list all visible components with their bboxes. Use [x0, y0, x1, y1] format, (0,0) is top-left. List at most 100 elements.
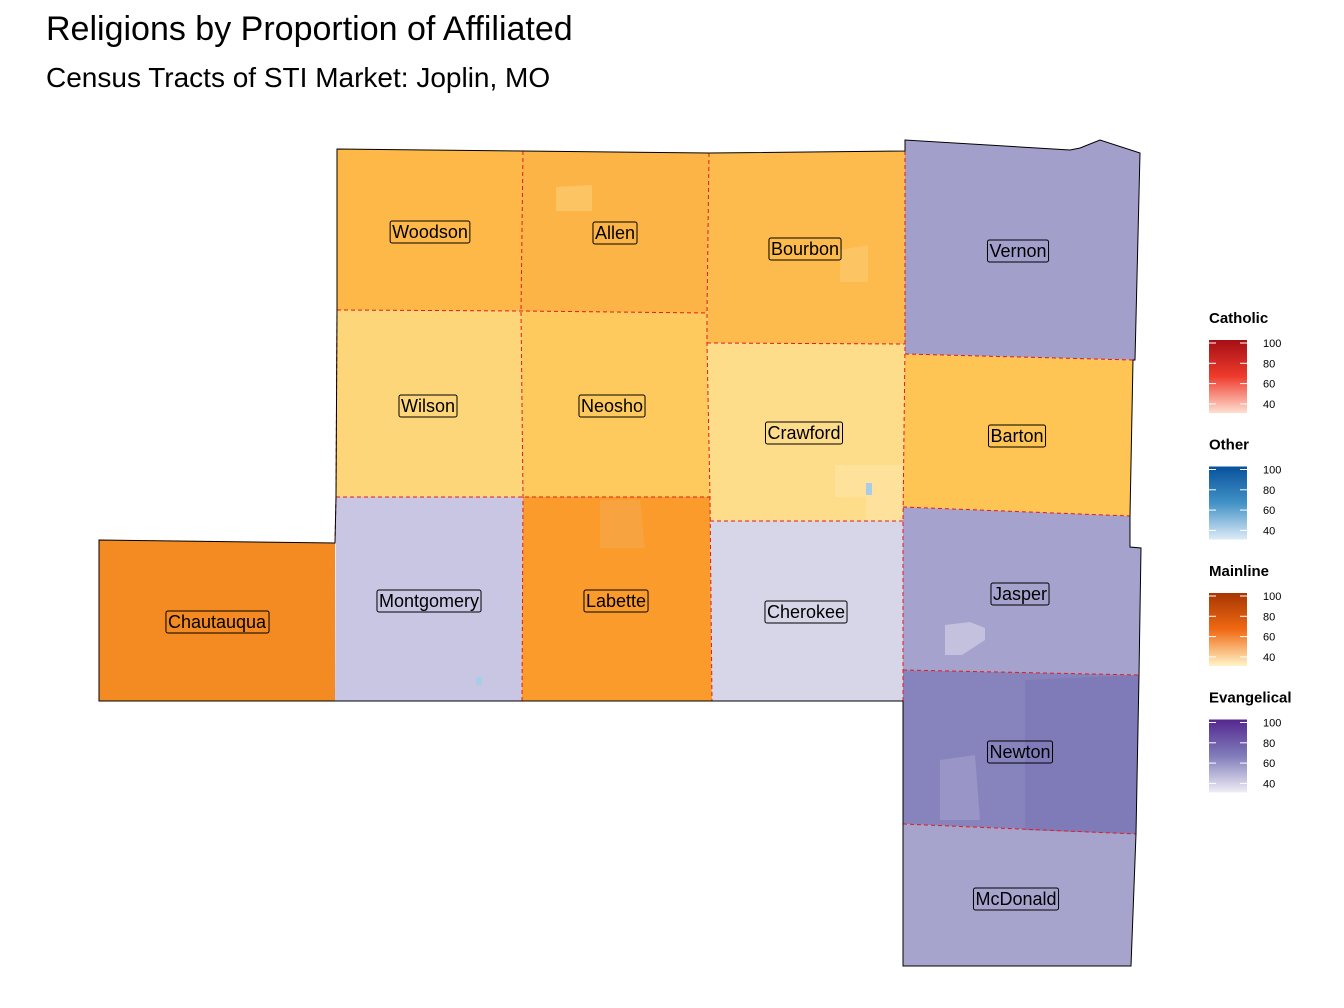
county-woodson[interactable] — [337, 149, 523, 311]
county-label-newton: Newton — [986, 740, 1054, 764]
county-label-text: Cherokee — [767, 602, 845, 622]
county-labette[interactable] — [522, 497, 712, 701]
tract-patch — [866, 483, 872, 495]
legend-tick-label: 60 — [1263, 379, 1275, 391]
county-label-box — [376, 589, 482, 613]
county-label-text: Woodson — [392, 222, 468, 242]
county-label-crawford: Crawford — [764, 421, 844, 445]
county-label-text: Montgomery — [379, 591, 479, 611]
county-label-text: Barton — [990, 426, 1043, 446]
county-label-wilson: Wilson — [398, 394, 458, 418]
legend: Catholic 100 80 60 40 Other 100 80 60 40 Mainline 1… — [1209, 310, 1292, 793]
county-label-box — [986, 239, 1050, 263]
tract-patch — [556, 185, 592, 211]
county-label-box — [578, 394, 646, 418]
legend-mainline: Mainline 100 80 60 40 — [1209, 563, 1281, 666]
legend-tick-label: 80 — [1263, 738, 1275, 750]
tract-patch — [945, 622, 985, 655]
legend-other: Other 100 80 60 40 — [1209, 437, 1281, 540]
county-label-box — [986, 740, 1054, 764]
county-label-box — [165, 610, 270, 634]
legend-tick-label: 60 — [1263, 632, 1275, 644]
county-label-box — [583, 589, 649, 613]
tract-patch — [600, 500, 645, 548]
county-label-text: Wilson — [401, 396, 455, 416]
legend-title: Catholic — [1209, 310, 1268, 327]
county-label-montgomery: Montgomery — [376, 589, 482, 613]
county-neosho[interactable] — [521, 311, 710, 497]
map-title: Religions by Proportion of Affiliated — [46, 10, 573, 48]
county-regions — [99, 140, 1141, 966]
county-label-woodson: Woodson — [389, 220, 471, 244]
county-label-box — [398, 394, 458, 418]
legend-tick-label: 40 — [1263, 652, 1275, 664]
county-label-box — [990, 582, 1050, 606]
legend-tick-label: 80 — [1263, 358, 1275, 370]
legend-colorbar — [1209, 340, 1247, 413]
county-label-box — [768, 237, 842, 261]
county-label-box — [764, 600, 848, 624]
county-label-box — [987, 424, 1047, 448]
map-subtitle: Census Tracts of STI Market: Joplin, MO — [46, 62, 551, 93]
legend-tick-label: 60 — [1263, 505, 1275, 517]
county-label-text: Labette — [586, 591, 646, 611]
county-label-text: McDonald — [975, 889, 1056, 909]
county-mcdonald[interactable] — [903, 824, 1136, 966]
legend-tick-label: 60 — [1263, 758, 1275, 770]
legend-catholic: Catholic 100 80 60 40 — [1209, 310, 1281, 413]
county-label-text: Crawford — [767, 423, 840, 443]
legend-title: Evangelical — [1209, 690, 1292, 707]
county-label-text: Vernon — [989, 241, 1046, 261]
county-wilson[interactable] — [336, 310, 523, 497]
county-cherokee[interactable] — [710, 521, 903, 701]
county-label-text: Neosho — [581, 396, 643, 416]
county-label-neosho: Neosho — [578, 394, 646, 418]
tract-patch — [840, 245, 868, 282]
county-label-text: Bourbon — [771, 239, 839, 259]
county-label-chautauqua: Chautauqua — [165, 610, 270, 634]
legend-tick-label: 80 — [1263, 611, 1275, 623]
county-labels: Woodson Allen Bourbon Vernon Wilson Neosho Cra… — [165, 220, 1060, 911]
legend-colorbar — [1209, 466, 1247, 540]
county-label-bourbon: Bourbon — [768, 237, 842, 261]
county-bourbon[interactable] — [707, 151, 905, 344]
county-label-cherokee: Cherokee — [764, 600, 848, 624]
legend-tick-label: 80 — [1263, 485, 1275, 497]
legend-colorbar — [1209, 719, 1247, 793]
tract-patch — [940, 755, 980, 820]
legend-tick-label: 100 — [1263, 718, 1281, 730]
county-barton[interactable] — [903, 354, 1133, 516]
market-outline — [98, 139, 1142, 967]
county-label-text: Allen — [595, 223, 635, 243]
county-label-barton: Barton — [987, 424, 1047, 448]
legend-colorbar — [1209, 593, 1247, 666]
legend-tick-label: 40 — [1263, 399, 1275, 411]
county-label-box — [764, 421, 844, 445]
tract-variations — [476, 185, 1139, 834]
county-label-text: Jasper — [993, 584, 1047, 604]
county-label-box — [389, 220, 471, 244]
legend-tick-label: 100 — [1263, 591, 1281, 603]
county-label-box — [972, 887, 1060, 911]
county-montgomery[interactable] — [335, 497, 523, 701]
legend-title: Mainline — [1209, 563, 1269, 580]
legend-evangelical: Evangelical 100 80 60 40 — [1209, 690, 1292, 793]
county-label-jasper: Jasper — [990, 582, 1050, 606]
tract-patch — [1025, 675, 1139, 834]
county-label-allen: Allen — [592, 221, 638, 245]
county-label-mcdonald: McDonald — [972, 887, 1060, 911]
county-label-labette: Labette — [583, 589, 649, 613]
legend-tick-label: 40 — [1263, 778, 1275, 790]
legend-tick-label: 100 — [1263, 338, 1281, 350]
legend-tick-label: 100 — [1263, 465, 1281, 477]
county-label-vernon: Vernon — [986, 239, 1050, 263]
county-label-text: Newton — [989, 742, 1050, 762]
county-label-box — [592, 221, 638, 245]
legend-tick-label: 40 — [1263, 525, 1275, 537]
county-label-text: Chautauqua — [168, 612, 267, 632]
legend-title: Other — [1209, 437, 1249, 454]
county-chautauqua[interactable] — [99, 540, 335, 701]
tract-patch — [476, 677, 482, 685]
county-vernon[interactable] — [905, 140, 1140, 360]
